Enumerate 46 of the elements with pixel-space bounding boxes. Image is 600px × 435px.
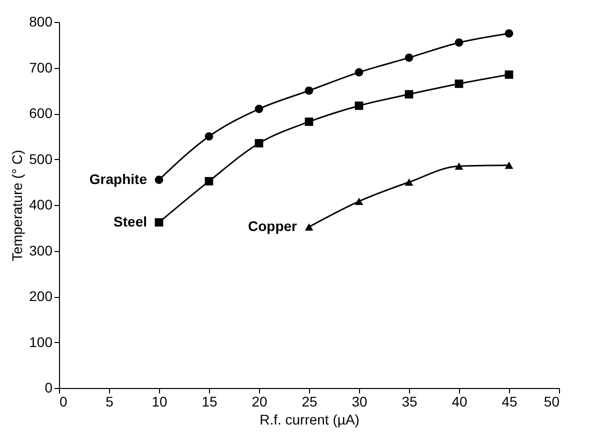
point <box>304 118 314 126</box>
point <box>404 90 414 98</box>
y-tick-label: 100 <box>29 334 53 350</box>
y-tick-label: 500 <box>29 150 53 167</box>
point <box>404 54 414 62</box>
point <box>354 68 364 76</box>
y-tick-label: 0 <box>44 380 53 396</box>
point <box>354 198 364 205</box>
x-tick-label: 5 <box>106 394 114 410</box>
point <box>254 139 264 148</box>
point <box>254 104 264 114</box>
point <box>454 162 464 170</box>
x-tick-label: 30 <box>352 394 368 410</box>
point <box>154 218 164 227</box>
x-tick-label: 40 <box>452 394 468 410</box>
x-tick-label: 15 <box>202 394 218 410</box>
point <box>154 176 164 184</box>
y-tick-label: 400 <box>29 196 53 212</box>
point <box>504 29 514 38</box>
series-label: Steel <box>114 213 147 230</box>
point <box>304 223 314 231</box>
x-tick-label: 25 <box>302 394 318 410</box>
point <box>204 177 214 186</box>
series-label: Copper <box>248 218 298 234</box>
point <box>504 162 514 169</box>
y-tick-label: 800 <box>29 14 53 30</box>
y-tick-label: 600 <box>29 105 53 121</box>
y-axis-title: Temperature (° C) <box>9 150 26 262</box>
point <box>454 80 464 88</box>
x-tick-label: 50 <box>544 394 560 410</box>
x-axis-title: R.f. current (µA) <box>260 412 360 428</box>
x-tick-label: 20 <box>252 394 268 410</box>
x-tick-label: 35 <box>402 394 418 410</box>
x-tick-label: 45 <box>502 394 518 410</box>
series-label: Graphite <box>89 170 148 187</box>
point <box>304 86 314 95</box>
point <box>204 132 214 141</box>
point <box>404 178 414 186</box>
point <box>454 38 464 47</box>
x-tick-label: 10 <box>152 394 168 410</box>
y-tick-label: 200 <box>29 288 53 304</box>
y-tick-label: 700 <box>29 59 53 76</box>
y-tick-label: 300 <box>29 242 53 258</box>
point <box>354 102 364 110</box>
point <box>504 70 514 79</box>
x-tick-label: 0 <box>60 394 68 410</box>
